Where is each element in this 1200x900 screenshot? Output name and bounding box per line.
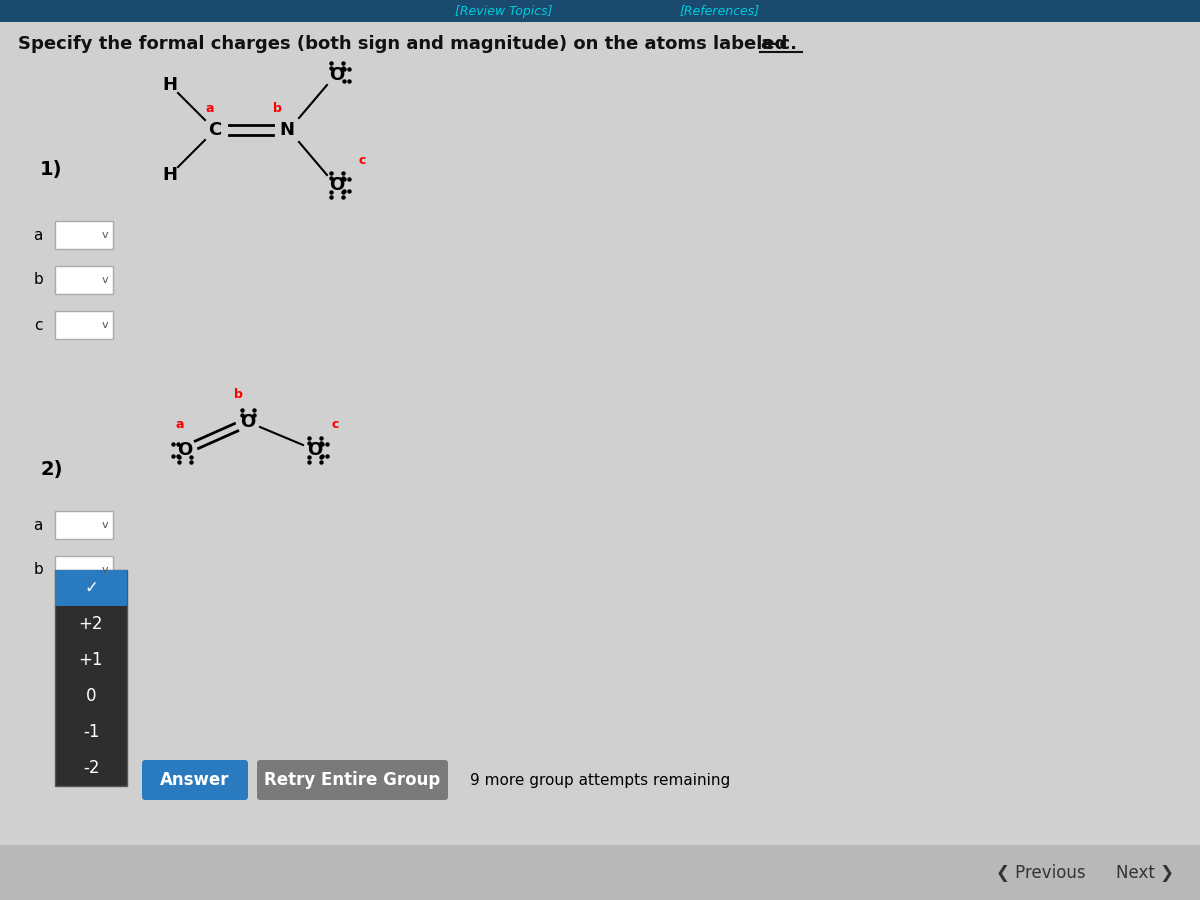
- Text: [Review Topics]: [Review Topics]: [455, 4, 553, 17]
- Text: Answer: Answer: [161, 771, 229, 789]
- Text: b: b: [34, 273, 43, 287]
- Text: [References]: [References]: [680, 4, 760, 17]
- Text: b: b: [234, 388, 242, 400]
- Text: 9 more group attempts remaining: 9 more group attempts remaining: [470, 772, 731, 788]
- Text: a-c.: a-c.: [760, 35, 797, 53]
- FancyBboxPatch shape: [55, 556, 113, 584]
- FancyBboxPatch shape: [55, 266, 113, 294]
- Text: 0: 0: [85, 687, 96, 705]
- Text: 2): 2): [40, 461, 62, 480]
- Text: H: H: [162, 76, 178, 94]
- FancyBboxPatch shape: [55, 221, 113, 249]
- Text: O: O: [329, 176, 344, 194]
- Text: ❮ Previous: ❮ Previous: [996, 863, 1086, 881]
- Text: Next ❯: Next ❯: [1116, 863, 1174, 881]
- FancyBboxPatch shape: [142, 760, 248, 800]
- Text: H: H: [162, 166, 178, 184]
- FancyBboxPatch shape: [0, 845, 1200, 900]
- Text: v: v: [102, 275, 108, 285]
- Text: +1: +1: [79, 651, 103, 669]
- FancyBboxPatch shape: [257, 760, 448, 800]
- Text: Retry Entire Group: Retry Entire Group: [264, 771, 440, 789]
- Text: C: C: [209, 121, 222, 139]
- Text: O: O: [329, 66, 344, 84]
- Text: a: a: [175, 418, 185, 431]
- FancyBboxPatch shape: [55, 570, 127, 786]
- Text: N: N: [280, 121, 294, 139]
- Text: 1): 1): [40, 160, 62, 179]
- Text: c: c: [35, 318, 43, 332]
- Text: O: O: [178, 441, 193, 459]
- FancyBboxPatch shape: [55, 311, 113, 339]
- Text: -1: -1: [83, 723, 100, 741]
- Text: O: O: [240, 413, 256, 431]
- Text: c: c: [359, 154, 366, 166]
- Text: +2: +2: [79, 615, 103, 633]
- Text: c: c: [331, 418, 338, 431]
- Text: b: b: [34, 562, 43, 578]
- Text: O: O: [307, 441, 323, 459]
- Text: ✓: ✓: [84, 579, 98, 597]
- Text: v: v: [102, 320, 108, 330]
- Text: v: v: [102, 230, 108, 240]
- Text: -2: -2: [83, 759, 100, 777]
- FancyBboxPatch shape: [0, 0, 1200, 22]
- FancyBboxPatch shape: [55, 511, 113, 539]
- Text: Specify the formal charges (both sign and magnitude) on the atoms labeled: Specify the formal charges (both sign an…: [18, 35, 793, 53]
- Text: a: a: [205, 102, 215, 114]
- Text: a: a: [34, 228, 43, 242]
- Text: v: v: [102, 565, 108, 575]
- Text: a: a: [34, 518, 43, 533]
- FancyBboxPatch shape: [55, 570, 127, 606]
- Text: b: b: [272, 102, 282, 114]
- Text: v: v: [102, 520, 108, 530]
